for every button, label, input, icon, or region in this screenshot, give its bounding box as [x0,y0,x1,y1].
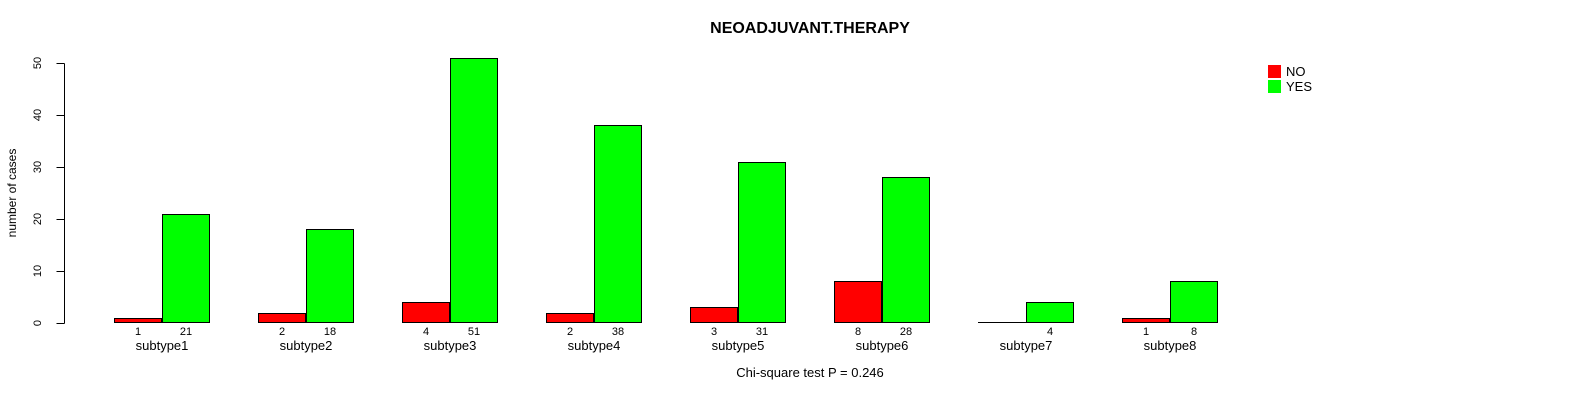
x-category-label-subtype8: subtype8 [1143,338,1197,353]
legend-swatch-yes [1268,80,1281,93]
bar-no-subtype6 [834,281,882,323]
bar-value-label: 4 [422,326,430,338]
bar-yes-subtype8 [1170,281,1218,323]
bar-value-label: 3 [710,326,718,338]
x-category-label-subtype6: subtype6 [855,338,909,353]
bar-no-subtype1 [114,318,162,323]
bar-no-subtype2 [258,313,306,323]
bar-no-subtype4 [546,313,594,323]
bar-value-label: 38 [611,326,625,338]
bar-yes-subtype2 [306,229,354,323]
y-tick-label: 30 [32,160,44,174]
bar-value-label: 31 [755,326,769,338]
x-category-label-subtype5: subtype5 [711,338,765,353]
x-category-label-subtype4: subtype4 [567,338,621,353]
bar-no-subtype8 [1122,318,1170,323]
x-category-label-subtype7: subtype7 [999,338,1053,353]
legend: NO YES [1268,64,1312,94]
bar-value-label: 8 [854,326,862,338]
y-tick-label: 10 [32,264,44,278]
chart-title: NEOADJUVANT.THERAPY [710,20,910,37]
bar-yes-subtype1 [162,214,210,323]
legend-label-yes: YES [1286,79,1313,94]
y-tick-label: 50 [32,56,44,70]
bar-yes-subtype6 [882,177,930,323]
y-tick-label: 0 [32,319,44,327]
chi-square-caption: Chi-square test P = 0.246 [736,365,884,380]
legend-item-no: NO [1268,64,1312,79]
bar-yes-subtype5 [738,162,786,323]
bar-value-label: 2 [566,326,574,338]
bar-value-label: 1 [1142,326,1150,338]
y-tick-label: 20 [32,212,44,226]
x-category-label-subtype3: subtype3 [423,338,477,353]
legend-item-yes: YES [1268,79,1312,94]
y-tick-label: 40 [32,108,44,122]
bar-no-subtype3 [402,302,450,323]
bar-value-label: 18 [323,326,337,338]
bar-value-label: 8 [1190,326,1198,338]
bar-yes-subtype4 [594,125,642,323]
legend-label-no: NO [1286,64,1306,79]
bar-no-subtype7 [978,322,1026,323]
bar-value-label: 2 [278,326,286,338]
bar-value-label: 21 [179,326,193,338]
bar-value-label: 51 [467,326,481,338]
bar-yes-subtype7 [1026,302,1074,323]
bar-yes-subtype3 [450,58,498,323]
bar-value-label: 4 [1046,326,1054,338]
bar-value-label: 28 [899,326,913,338]
x-category-label-subtype2: subtype2 [279,338,333,353]
x-category-label-subtype1: subtype1 [135,338,189,353]
bar-no-subtype5 [690,307,738,323]
bar-value-label: 1 [134,326,142,338]
legend-swatch-no [1268,65,1281,78]
